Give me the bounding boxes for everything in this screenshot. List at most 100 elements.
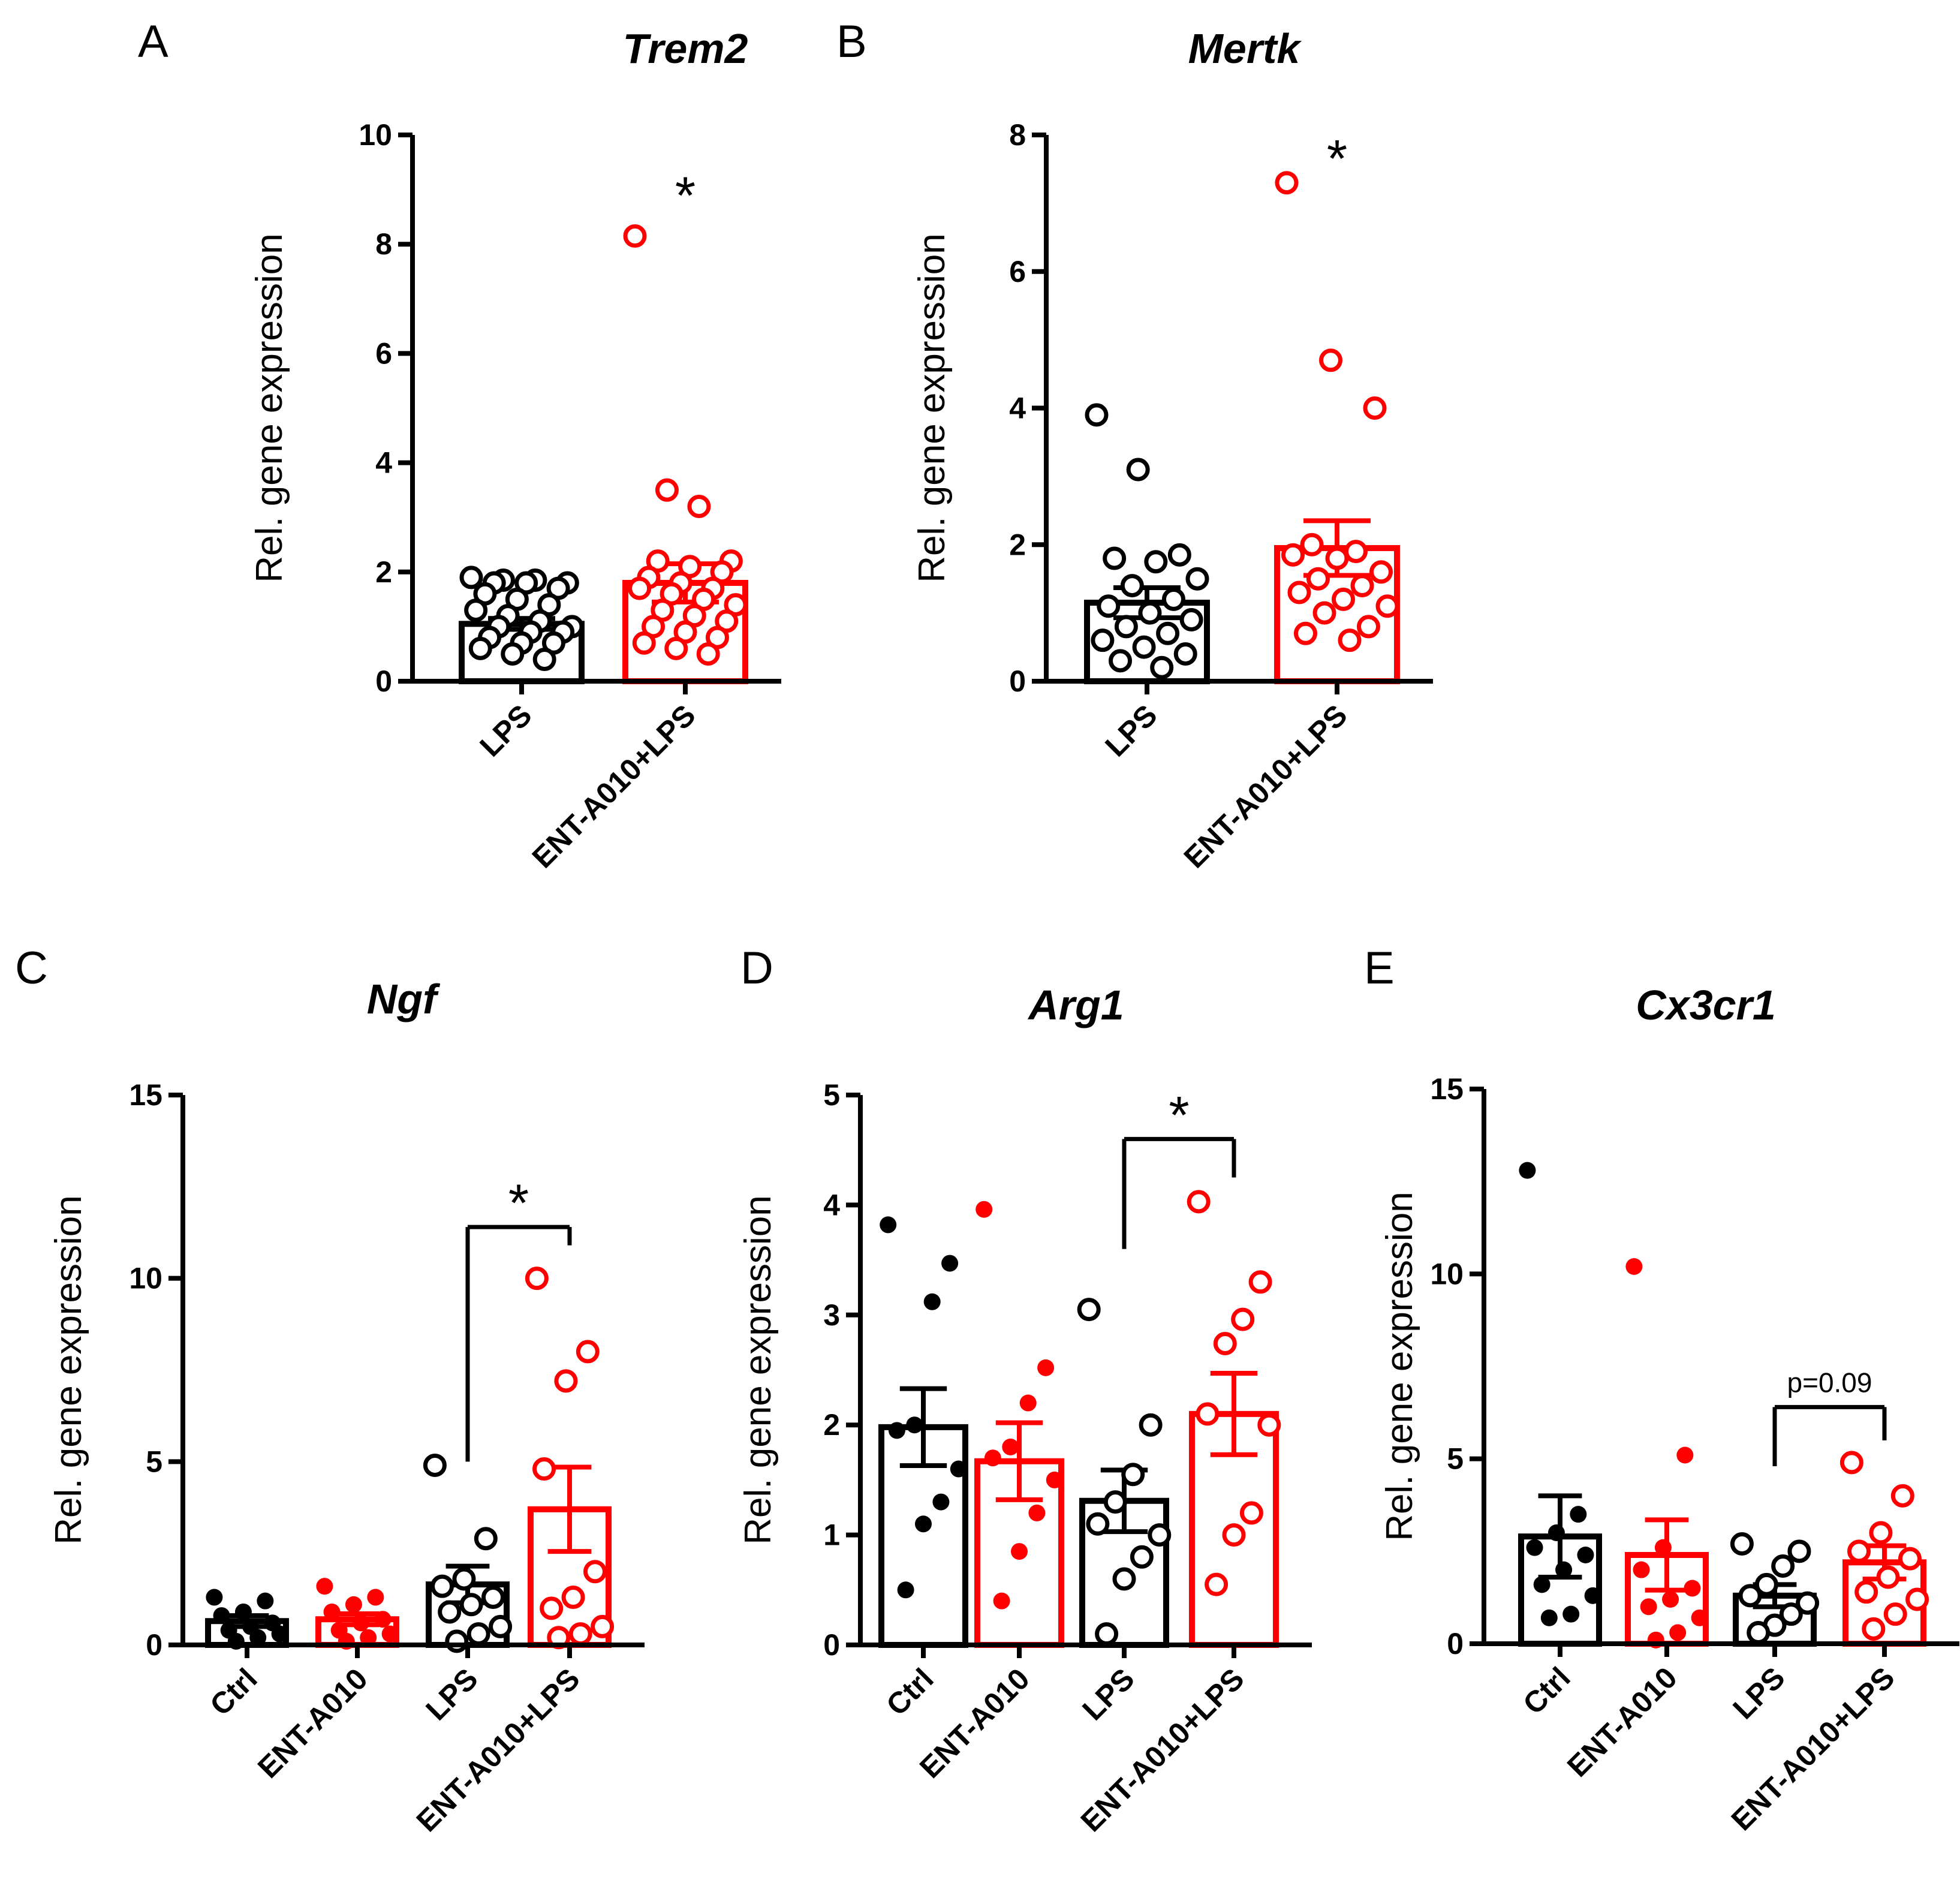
data-point	[1130, 1545, 1154, 1569]
data-point	[623, 224, 647, 248]
y-tick-label: 0	[823, 1628, 840, 1662]
chart-title: Arg1	[1027, 982, 1124, 1028]
data-point	[466, 1622, 490, 1646]
data-point	[464, 598, 488, 622]
data-point	[1287, 580, 1311, 604]
significance-marker: *	[1327, 128, 1347, 188]
panel-a: A Trem2 Rel. gene expression LPSENT-A010+LP…	[138, 16, 781, 874]
data-point	[1363, 396, 1387, 420]
category-label: Ctrl	[880, 1662, 940, 1722]
y-tick-label: 4	[375, 446, 392, 480]
data-point	[345, 1596, 362, 1613]
data-point	[1114, 615, 1138, 639]
data-point	[1294, 621, 1317, 645]
panel-letter: E	[1364, 943, 1395, 994]
panel-letter: A	[138, 16, 168, 67]
data-point	[1684, 1580, 1701, 1597]
data-point	[1577, 1547, 1594, 1563]
data-point	[1144, 550, 1168, 574]
data-point	[459, 565, 483, 589]
data-point	[583, 1560, 607, 1584]
data-point	[1086, 1512, 1110, 1536]
y-tick-label: 0	[1447, 1627, 1464, 1661]
data-point	[1109, 649, 1133, 673]
data-point	[568, 1622, 592, 1646]
chart-title: Trem2	[623, 25, 748, 72]
data-point	[206, 1589, 223, 1606]
data-point	[1002, 1438, 1019, 1455]
data-point	[1239, 1501, 1263, 1525]
data-point	[687, 494, 711, 518]
data-point	[1847, 1539, 1871, 1563]
data-point	[430, 1574, 454, 1598]
data-point	[1533, 1576, 1550, 1593]
data-point	[1375, 594, 1399, 618]
category-label: Ctrl	[1516, 1661, 1576, 1720]
data-point	[489, 1614, 513, 1638]
data-point	[1654, 1539, 1672, 1556]
data-point	[655, 478, 679, 502]
data-point	[271, 1625, 288, 1643]
data-point	[1138, 601, 1162, 625]
category-label: LPS	[1726, 1661, 1791, 1725]
significance-marker: *	[675, 166, 696, 225]
data-point	[591, 1614, 615, 1638]
data-point	[1325, 546, 1349, 570]
data-point	[540, 1596, 564, 1620]
data-point	[1300, 533, 1324, 557]
significance-label: *	[508, 1173, 529, 1232]
data-point	[1905, 1587, 1929, 1611]
data-point	[1526, 1539, 1543, 1556]
data-point	[1519, 1162, 1536, 1179]
data-point	[950, 1460, 967, 1478]
data-point	[1126, 458, 1150, 482]
panel-letter: D	[740, 943, 773, 994]
significance-label: p=0.09	[1787, 1367, 1872, 1398]
y-axis-label: Rel. gene expression	[737, 1195, 779, 1544]
data-point	[1691, 1609, 1708, 1626]
data-point	[1625, 1258, 1643, 1275]
chart-title: Mertk	[1188, 25, 1302, 72]
data-point	[664, 636, 688, 660]
data-point	[1883, 1602, 1907, 1626]
y-axis-label: Rel. gene expression	[249, 233, 290, 582]
data-point	[632, 631, 656, 655]
data-point	[445, 1629, 469, 1653]
data-point	[1839, 1451, 1863, 1475]
category-label: LPS	[473, 698, 538, 763]
data-point	[1540, 1609, 1558, 1626]
data-point	[374, 1611, 392, 1628]
data-point	[976, 1201, 993, 1218]
chart-title: Cx3cr1	[1636, 982, 1776, 1028]
data-point	[897, 1581, 914, 1599]
data-point	[213, 1607, 230, 1625]
category-label: ENT-A010+LPS	[526, 698, 702, 874]
data-point	[1161, 587, 1185, 611]
y-tick-label: 6	[375, 336, 392, 370]
y-tick-label: 5	[146, 1445, 162, 1478]
y-axis-label: Rel. gene expression	[48, 1195, 89, 1544]
data-point	[1369, 560, 1393, 584]
y-tick-label: 15	[1430, 1072, 1464, 1106]
data-point	[1281, 543, 1305, 567]
data-point	[1156, 621, 1180, 645]
data-point	[1898, 1547, 1922, 1571]
data-point	[1754, 1572, 1778, 1596]
data-point	[1196, 1402, 1220, 1426]
data-point	[1357, 615, 1380, 639]
category-label: LPS	[419, 1662, 484, 1726]
data-point	[481, 1586, 505, 1610]
y-tick-label: 1	[823, 1518, 840, 1552]
y-tick-label: 5	[1447, 1442, 1464, 1476]
data-point	[932, 1493, 950, 1511]
y-tick-label: 4	[1009, 392, 1026, 425]
y-axis-label: Rel. gene expression	[911, 233, 953, 582]
data-point	[1046, 1471, 1063, 1488]
data-point	[1555, 1561, 1573, 1578]
data-point	[1091, 628, 1115, 652]
data-point	[1011, 1543, 1028, 1560]
data-point	[1676, 1446, 1694, 1464]
data-point	[1275, 171, 1299, 195]
